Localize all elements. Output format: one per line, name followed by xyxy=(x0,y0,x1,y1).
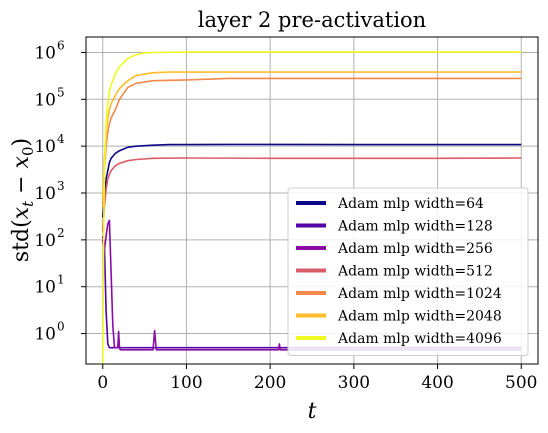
y-tick-label: 10 xyxy=(34,43,56,63)
legend-label-2: Adam mlp width=256 xyxy=(337,241,493,257)
legend-box xyxy=(287,187,529,356)
series-line-6 xyxy=(101,51,522,364)
x-tick-label: 100 xyxy=(170,373,202,393)
legend-label-4: Adam mlp width=1024 xyxy=(337,286,502,302)
x-axis-label: t xyxy=(308,399,317,424)
y-tick-label: 10 xyxy=(34,325,56,345)
y-axis-label: std(xt − x0) xyxy=(9,138,37,262)
legend-label-6: Adam mlp width=4096 xyxy=(337,331,502,347)
series-line-3 xyxy=(101,157,522,232)
x-tick-label: 500 xyxy=(505,373,537,393)
y-tick-label: 10 xyxy=(34,278,56,298)
axes xyxy=(81,36,539,369)
legend-label-1: Adam mlp width=128 xyxy=(337,219,493,235)
y-tick-label-exponent: 5 xyxy=(57,85,65,99)
y-tick-label: 10 xyxy=(34,231,56,251)
legend: Adam mlp width=64 Adam mlp width=128 Adam … xyxy=(287,187,529,356)
series-line-4 xyxy=(101,77,522,208)
y-tick-label-exponent: 6 xyxy=(57,38,65,52)
x-tick-labels: 0 100 200 300 400 500 xyxy=(97,373,537,393)
legend-label-5: Adam mlp width=2048 xyxy=(337,309,502,325)
y-tick-label: 10 xyxy=(34,137,56,157)
y-tick-label-exponent: 2 xyxy=(57,226,65,240)
y-tick-label: 10 xyxy=(34,90,56,110)
y-tick-label-exponent: 1 xyxy=(57,273,65,287)
y-tick-label: 10 xyxy=(34,184,56,204)
y-tick-label-exponent: 4 xyxy=(57,132,65,146)
x-tick-label: 0 xyxy=(97,373,108,393)
y-tick-label-exponent: 3 xyxy=(57,179,65,193)
x-tick-label: 400 xyxy=(421,373,453,393)
series-line-5 xyxy=(101,71,522,198)
chart-title: layer 2 pre-activation xyxy=(198,8,426,32)
series-line-2 xyxy=(101,219,522,351)
y-tick-label-exponent: 0 xyxy=(57,320,65,334)
legend-label-0: Adam mlp width=64 xyxy=(337,196,484,212)
x-tick-label: 300 xyxy=(338,373,370,393)
series-line-0 xyxy=(101,143,522,218)
x-tick-label: 200 xyxy=(254,373,286,393)
legend-label-3: Adam mlp width=512 xyxy=(337,264,493,280)
plot-frame xyxy=(85,36,539,365)
